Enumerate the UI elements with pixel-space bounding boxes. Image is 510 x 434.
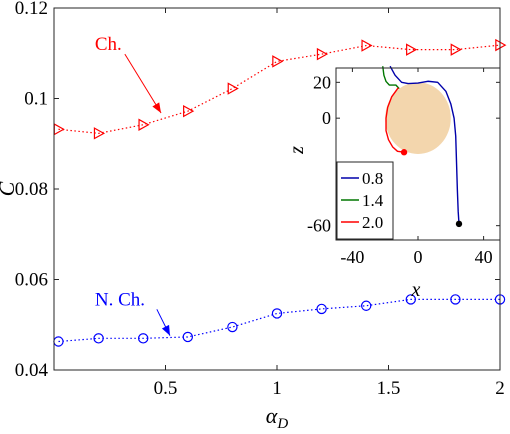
data-point [405, 294, 416, 305]
data-point [316, 303, 327, 315]
main-y-tick-label: 0.12 [15, 0, 48, 19]
inset-x-tick-label: 0 [414, 247, 423, 267]
inset-legend: 0.8 1.4 2.0 [336, 161, 394, 240]
data-point [361, 39, 373, 52]
data-point [450, 43, 462, 56]
inset-y-tick-label: 20 [313, 72, 331, 92]
data-point [183, 104, 195, 118]
main-series [53, 38, 507, 347]
annotation-text: Ch. [95, 34, 122, 55]
data-point [182, 331, 193, 343]
data-point [495, 38, 507, 52]
annotation-text: N. Ch. [95, 289, 145, 310]
data-point [93, 127, 106, 140]
annotation-ch: Ch. [95, 34, 162, 114]
data-point [227, 321, 238, 333]
data-point [138, 118, 150, 131]
legend-label: 0.8 [362, 169, 383, 188]
trajectory-end-marker [400, 149, 408, 156]
data-point [227, 82, 239, 95]
main-y-tick-label: 0.04 [15, 360, 49, 381]
inset-y-tick-label: -60 [307, 216, 331, 236]
data-point [272, 55, 284, 68]
inset-y-tick-label: 0 [322, 108, 331, 128]
inset-x-tick-label: 40 [475, 247, 493, 267]
inset-y-ticks: -60 0 20 [307, 72, 500, 236]
data-point [406, 43, 418, 56]
legend-label: 1.4 [362, 191, 384, 210]
main-y-tick-label: 0.08 [15, 179, 48, 200]
data-point [137, 333, 149, 344]
inset-x-tick-label: -40 [340, 247, 364, 267]
inset-content [382, 65, 463, 228]
main-y-ticks: 0.04 0.06 0.08 0.1 0.12 [15, 0, 500, 381]
annotation-arrowhead [161, 324, 170, 336]
inset-chart: -40 0 40 -60 0 20 0.8 1.4 2.0 x z [286, 65, 501, 301]
main-y-tick-label: 0.1 [24, 89, 48, 110]
data-point [271, 308, 283, 319]
main-x-tick-label: 1 [272, 378, 282, 399]
main-x-tick-label: 1.5 [377, 378, 401, 399]
annotation-n-ch: N. Ch. [95, 289, 171, 336]
series-n-ch [53, 294, 506, 347]
trajectory-2-0 [385, 87, 405, 153]
data-point [93, 333, 104, 344]
trajectory-0-8 [389, 65, 460, 224]
annotation-arrowhead [152, 102, 162, 113]
main-annotations: Ch. N. Ch. [95, 34, 171, 336]
data-point [361, 300, 372, 311]
data-point [316, 47, 329, 61]
main-x-tick-label: 0.5 [154, 378, 178, 399]
obstacle-disk [385, 82, 451, 154]
inset-x-axis-label: x [411, 279, 421, 301]
trajectory-1-4 [382, 66, 400, 90]
series-line [58, 44, 501, 134]
main-y-tick-label: 0.06 [15, 270, 48, 291]
series-ch [53, 38, 507, 140]
trajectory-end-marker [455, 220, 463, 228]
inset-x-ticks: -40 0 40 [340, 68, 493, 267]
main-x-axis-label: αD [266, 403, 289, 432]
main-x-ticks: 0.5 1 1.5 2 [154, 8, 505, 399]
main-y-axis-label: C̄ [0, 181, 19, 196]
legend-label: 2.0 [362, 213, 383, 232]
data-point [450, 294, 461, 305]
annotation-arrow [124, 53, 162, 114]
main-x-tick-label: 2 [495, 378, 505, 399]
inset-y-axis-label: z [286, 146, 308, 155]
